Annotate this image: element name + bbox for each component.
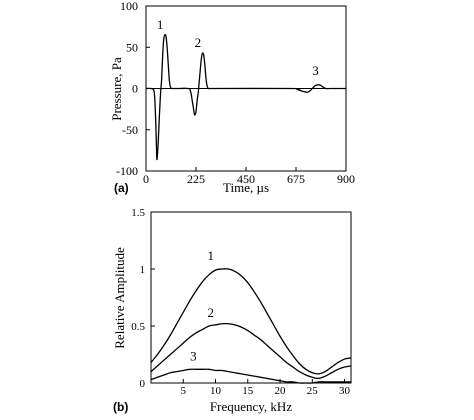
x-tick-label: 30 bbox=[339, 385, 351, 397]
x-tick-label: 15 bbox=[242, 385, 254, 397]
y-axis-title-b: Relative Amplitude bbox=[112, 247, 127, 349]
x-axis-title-a: Time, µs bbox=[223, 180, 269, 195]
x-tick-label: 0 bbox=[143, 172, 149, 186]
curves-b bbox=[150, 268, 352, 384]
y-tick-label: 0 bbox=[140, 378, 146, 390]
y-tick-label: 0.5 bbox=[131, 321, 145, 333]
x-tick-label: 5 bbox=[181, 385, 187, 397]
x-tick-label: 20 bbox=[275, 385, 287, 397]
x-tick-label: 225 bbox=[187, 172, 205, 186]
y-tick-label: 1 bbox=[140, 264, 146, 276]
plot-frame-b bbox=[150, 211, 352, 384]
y-axis-title-a: Pressure, Pa bbox=[109, 57, 124, 121]
x-axis-title-b: Frequency, kHz bbox=[210, 399, 292, 414]
curves-a bbox=[145, 34, 346, 161]
x-tick-label: 10 bbox=[210, 385, 222, 397]
series-line-1 bbox=[145, 34, 180, 161]
series-label-1: 1 bbox=[157, 17, 164, 32]
series-line-2 bbox=[179, 52, 213, 116]
y-tick-label: 0 bbox=[132, 82, 138, 96]
y-tick-label: 50 bbox=[126, 40, 138, 54]
x-tick-label: 450 bbox=[237, 172, 255, 186]
panel-a: 100 50 0 -50 -100 0 225 450 675 900 1 2 3 Pressure… bbox=[109, 0, 355, 195]
y-tick-label: -50 bbox=[122, 123, 138, 137]
y-ticks-b: 1.5 1 0.5 0 bbox=[131, 207, 155, 390]
y-tick-label: 1.5 bbox=[131, 207, 145, 219]
panel-label-a: (a) bbox=[114, 181, 129, 195]
panel-label-b: (b) bbox=[113, 400, 128, 414]
series-label-3: 3 bbox=[190, 348, 197, 363]
series-line-3 bbox=[150, 368, 352, 384]
x-tick-label: 675 bbox=[287, 172, 305, 186]
series-line-1 bbox=[150, 268, 352, 375]
series-label-1: 1 bbox=[208, 248, 215, 263]
curve-labels-b: 1 2 3 bbox=[190, 248, 214, 363]
y-ticks-a: 100 50 0 -50 -100 bbox=[116, 0, 150, 178]
x-ticks-a: 0 225 450 675 900 bbox=[143, 167, 355, 186]
series-label-2: 2 bbox=[195, 35, 202, 50]
series-line-3 bbox=[212, 84, 346, 93]
series-line-2 bbox=[150, 322, 352, 380]
x-tick-label: 900 bbox=[337, 172, 355, 186]
series-label-2: 2 bbox=[208, 305, 215, 320]
series-label-3: 3 bbox=[312, 63, 319, 78]
y-tick-label: -100 bbox=[116, 164, 138, 178]
panel-b: 1.5 1 0.5 0 5 10 15 20 25 30 1 2 3 Relative Amplit… bbox=[112, 207, 352, 414]
curve-labels-a: 1 2 3 bbox=[157, 17, 319, 78]
y-tick-label: 100 bbox=[120, 0, 138, 13]
x-tick-label: 25 bbox=[307, 385, 319, 397]
